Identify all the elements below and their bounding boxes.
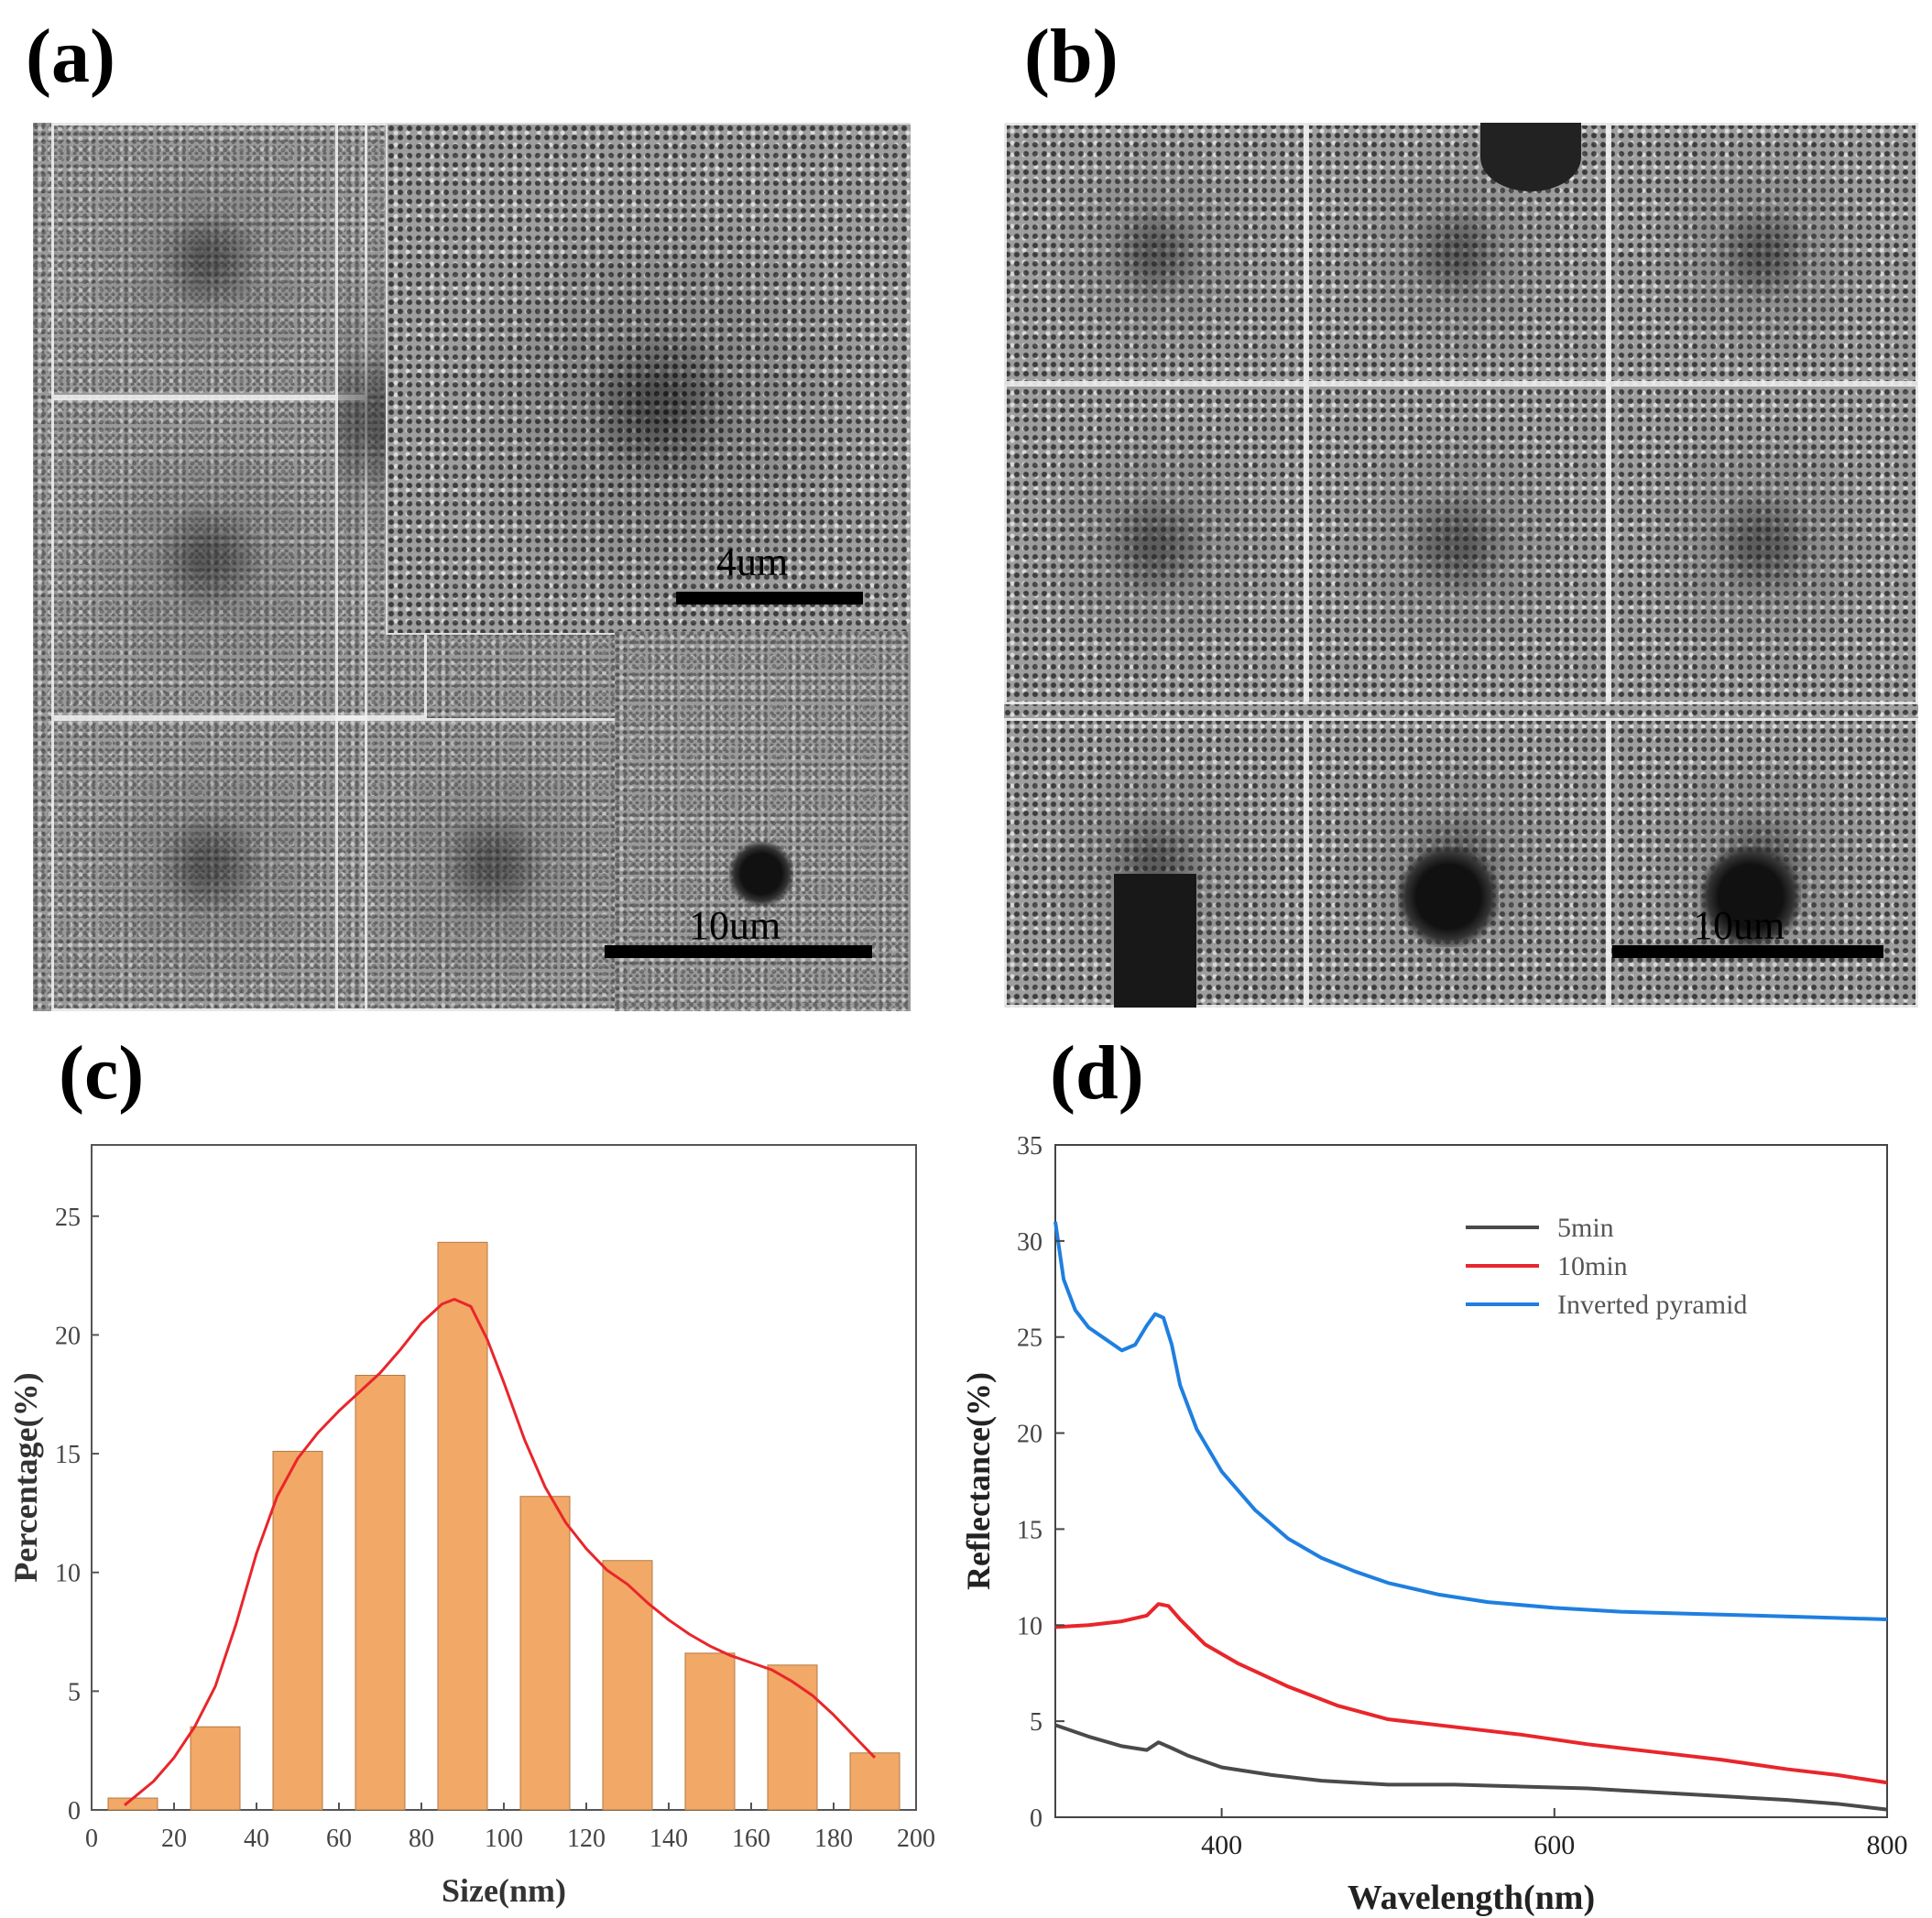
pyramid-cell [1306,384,1609,704]
chart-c-fit-curve [124,1298,877,1806]
chart-c-y-tick-label: 10 [55,1560,81,1588]
chart-d-x-axis-label: Wavelength(nm) [1348,1879,1595,1917]
sem-inset-a [386,123,911,635]
chart-d-y-axis-label: Reflectance(%) [960,1372,997,1590]
chart-d-series-line [1054,1723,1888,1812]
pyramid-cell [1306,123,1609,384]
chart-c-x-tick-label: 0 [85,1825,98,1853]
chart-d-legend-label: Inverted pyramid [1557,1290,1747,1320]
chart-c-x-tick-label: 180 [814,1825,853,1853]
pyramid-pit [1700,846,1801,947]
chart-d-y-tick-label: 25 [1017,1324,1042,1353]
pyramid-cell [1004,384,1306,704]
chart-d-y-tick-label: 0 [1030,1804,1042,1833]
chart-c-y-tick-label: 5 [68,1678,81,1706]
chart-c-bar [355,1375,406,1811]
chart-d-frame [1054,1144,1888,1818]
panel-label-d: (d) [1050,1030,1144,1116]
pyramid-cell [51,398,367,718]
chart-c-bar [684,1652,736,1811]
chart-d-x-tick-label: 600 [1534,1830,1575,1860]
pyramid-cell [1609,384,1918,704]
chart-c-bar [767,1664,818,1811]
sem-image-a [33,123,911,1011]
scale-bar-10um-a [605,945,872,958]
chart-c-y-tick-label: 15 [55,1441,81,1469]
scale-label-10um-b: 10um [1693,903,1785,948]
scale-bar-4um [676,592,863,605]
chart-d-y-tick-label: 10 [1017,1612,1042,1640]
chart-d-series-line [1054,1602,1888,1785]
chart-c-bar [602,1560,653,1811]
scale-bar-10um-b [1612,945,1883,958]
chart-d-legend-label: 5min [1557,1213,1614,1243]
chart-c-x-tick-label: 200 [897,1825,935,1853]
pyramid-pit [729,842,793,906]
chart-c-bar [849,1752,901,1811]
chart-c-size-distribution: 0 20 40 60 80 100 120 140 160 180 200 0 5 10 15 20 25 Siz… [7,1144,935,1909]
chart-d-reflectance: 5min 10min Inverted pyramid 400 600 800 0 5 10 15… [960,1132,1908,1917]
sem-image-b [1004,123,1918,1008]
panel-label-b: (b) [1024,14,1119,99]
chart-c-x-tick-label: 140 [649,1825,688,1853]
chart-c-y-tick-label: 25 [55,1204,81,1232]
chart-c-y-tick-label: 20 [55,1322,81,1350]
chart-d-y-tick-label: 15 [1017,1516,1042,1544]
chart-d-y-tick-label: 30 [1017,1228,1042,1257]
chart-d-y-tick-label: 35 [1017,1132,1042,1161]
chart-d-legend-label: 10min [1557,1251,1628,1281]
scale-label-10um-a: 10um [689,903,781,948]
chart-c-y-axis-label: Percentage(%) [7,1372,44,1582]
chart-c-bar [190,1726,241,1811]
pyramid-pit [1398,846,1499,947]
chart-d-x-tick-label: 400 [1201,1830,1242,1860]
pyramid-pit [1114,874,1196,1008]
chart-d-y-tick-label: 20 [1017,1421,1042,1449]
panel-label-a: (a) [26,14,115,99]
chart-c-x-tick-label: 160 [732,1825,770,1853]
pyramid-cell [51,123,367,398]
chart-c-x-tick-label: 80 [409,1825,434,1853]
chart-d-x-tick-label: 800 [1867,1830,1908,1860]
chart-c-x-tick-label: 60 [326,1825,352,1853]
chart-c-y-tick-label: 0 [68,1797,81,1825]
chart-c-x-tick-label: 120 [567,1825,606,1853]
debris-particle [1480,123,1581,191]
pyramid-cell [1609,123,1918,384]
chart-c-x-tick-label: 100 [485,1825,523,1853]
chart-c-bar [519,1496,571,1811]
chart-c-bar [437,1241,488,1811]
scale-label-4um: 4um [716,539,789,584]
chart-c-bar [272,1450,323,1811]
chart-c-x-axis-label: Size(nm) [442,1872,566,1909]
chart-c-x-tick-label: 20 [161,1825,187,1853]
pyramid-cell [1004,123,1306,384]
chart-d-y-tick-label: 5 [1030,1708,1042,1737]
pyramid-cell [335,718,651,1011]
chart-d-series-line [1053,1221,1888,1621]
chart-c-x-tick-label: 40 [244,1825,269,1853]
panel-label-c: (c) [59,1030,145,1116]
pyramid-cell [51,718,367,1011]
